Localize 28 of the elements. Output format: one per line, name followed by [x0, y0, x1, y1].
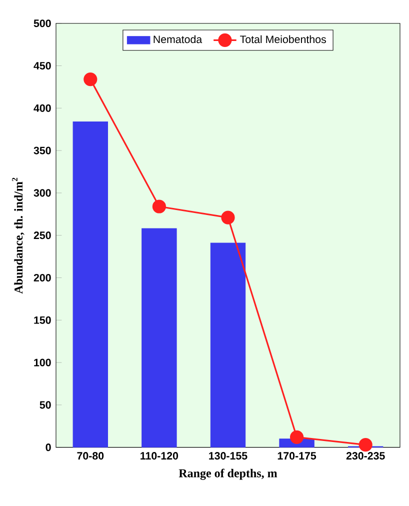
y-tick-label: 100 — [34, 358, 51, 366]
x-tick-label: 170-175 — [278, 452, 316, 460]
bar — [72, 121, 108, 448]
y-tick-label: 250 — [34, 232, 51, 240]
bar — [142, 228, 177, 448]
x-tick-label: 230-235 — [346, 452, 385, 460]
x-tick-label: 110-120 — [140, 452, 178, 460]
y-tick-label: 450 — [34, 62, 51, 70]
y-axis-title: Abundance, th. ind/m$^{2}$ — [12, 178, 24, 294]
y-tick-label: 350 — [34, 146, 51, 154]
y-tick-label: 500 — [34, 20, 51, 28]
point — [221, 210, 235, 224]
point — [358, 438, 372, 452]
y-tick-label: 0 — [46, 444, 51, 452]
legend-label: Total Meiobenthos — [240, 35, 326, 44]
x-axis-title: Range of depths, m — [178, 468, 278, 480]
point — [84, 72, 98, 86]
point — [290, 430, 304, 444]
bar — [210, 242, 246, 448]
y-tick-label: 200 — [34, 274, 51, 282]
legend-label: Nematoda — [154, 35, 202, 44]
y-tick-label: 400 — [34, 104, 51, 112]
y-tick-label: 50 — [40, 401, 51, 409]
y-tick-label: 300 — [34, 189, 51, 197]
x-tick-label: 130-155 — [209, 452, 248, 460]
x-tick-label: 70-80 — [77, 452, 104, 460]
point — [152, 200, 166, 214]
y-tick-label: 150 — [34, 316, 51, 324]
